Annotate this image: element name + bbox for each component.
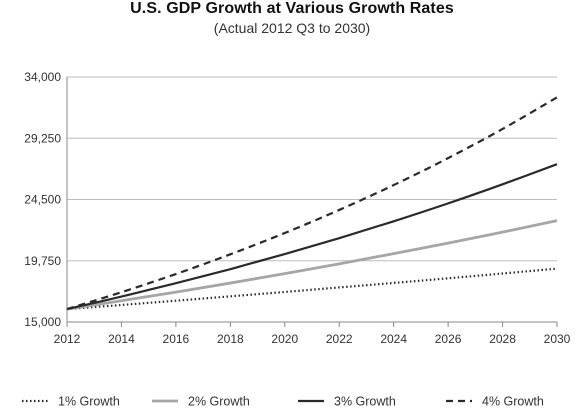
y-tick-label: 29,250	[24, 131, 61, 145]
y-tick-label: 34,000	[24, 70, 61, 84]
x-tick-label: 2028	[489, 332, 516, 346]
x-axis-ticks: 2012 2014 2016 2018 2020 2022 2024 2026 2028 2030	[54, 332, 571, 346]
x-tick-label: 2016	[163, 332, 190, 346]
chart-title: U.S. GDP Growth at Various Growth Rates	[130, 0, 454, 17]
series-layer	[66, 96, 558, 311]
x-tick-label: 2026	[435, 332, 462, 346]
y-tick-label: 24,500	[24, 193, 61, 207]
chart-subtitle: (Actual 2012 Q3 to 2030)	[213, 20, 371, 36]
legend-label: 4% Growth	[482, 395, 544, 409]
legend-label: 3% Growth	[334, 395, 396, 409]
x-tick-label: 2012	[54, 332, 81, 346]
legend-label: 2% Growth	[188, 395, 250, 409]
series-line-1-growth	[66, 267, 558, 311]
series-line-3-growth	[66, 163, 558, 311]
grid-layer	[66, 76, 558, 327]
legend: 1% Growth 2% Growth 3% Growth 4% Growth	[22, 395, 544, 409]
x-tick-label: 2030	[544, 332, 571, 346]
y-tick-label: 15,000	[24, 315, 61, 329]
x-tick-label: 2024	[380, 332, 407, 346]
y-axis-ticks: 15,000 19,750 24,500 29,250 34,000	[24, 70, 61, 329]
x-tick-label: 2020	[271, 332, 298, 346]
series-line-4-growth	[66, 96, 558, 311]
y-tick-label: 19,750	[24, 254, 61, 268]
x-tick-label: 2022	[326, 332, 353, 346]
x-tick-label: 2014	[108, 332, 135, 346]
x-tick-label: 2018	[217, 332, 244, 346]
legend-label: 1% Growth	[58, 395, 120, 409]
series-line-2-growth	[66, 219, 558, 311]
